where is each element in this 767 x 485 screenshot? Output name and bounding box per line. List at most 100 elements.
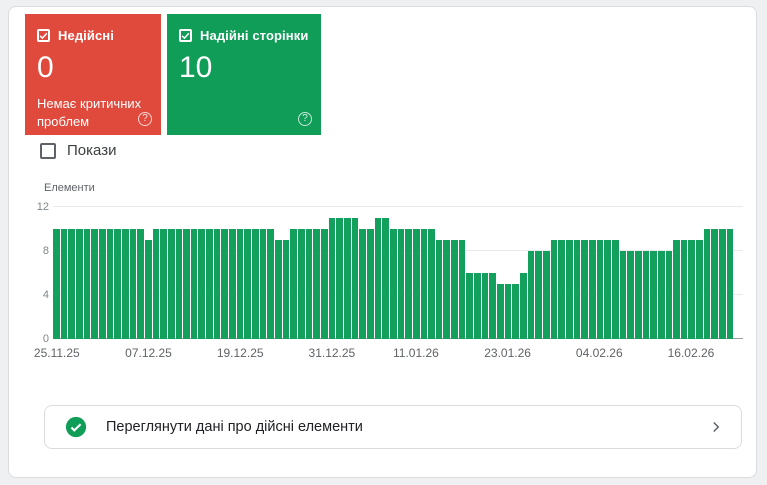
invalid-checkbox-checked-icon[interactable] (37, 29, 50, 42)
chart-bar[interactable] (474, 273, 481, 339)
chart-bar[interactable] (68, 229, 75, 339)
chart-bar[interactable] (581, 240, 588, 339)
chart-bar[interactable] (466, 273, 474, 339)
chart-bar[interactable] (144, 240, 152, 339)
chart-bar[interactable] (642, 251, 650, 339)
chart-bar[interactable] (481, 273, 489, 339)
chart-bar[interactable] (152, 229, 160, 339)
chart-bar[interactable] (703, 229, 711, 339)
chart-bar[interactable] (221, 229, 229, 339)
chart-bar[interactable] (53, 229, 60, 339)
chart-bar[interactable] (366, 229, 374, 339)
chart-bar[interactable] (726, 229, 734, 339)
chart-bar[interactable] (167, 229, 175, 339)
chart-bar[interactable] (520, 273, 527, 339)
chart-bar[interactable] (504, 284, 512, 339)
chart-x-axis: 25.11.25 07.12.25 19.12.25 31.12.25 11.01.26… (34, 346, 733, 360)
gridline (53, 206, 743, 207)
chart-bar[interactable] (550, 240, 558, 339)
chart-bar[interactable] (336, 218, 343, 339)
chart-bar[interactable] (696, 240, 703, 339)
chart-bar[interactable] (121, 229, 129, 339)
chart-bar[interactable] (619, 251, 627, 339)
chart-bar[interactable] (604, 240, 611, 339)
chart-bar[interactable] (382, 218, 389, 339)
chart-bar[interactable] (451, 240, 458, 339)
chart-bar[interactable] (565, 240, 573, 339)
chart-bar[interactable] (305, 229, 313, 339)
chart-bar[interactable] (83, 229, 91, 339)
chart-bar[interactable] (558, 240, 565, 339)
chart-bar[interactable] (267, 229, 275, 339)
chart-bar[interactable] (489, 273, 497, 339)
valid-card[interactable]: Надійні сторінки 10 ? (167, 14, 321, 135)
chart-bar[interactable] (573, 240, 581, 339)
chart-bar[interactable] (282, 240, 290, 339)
chart-bar[interactable] (328, 218, 336, 339)
chart-bar[interactable] (443, 240, 451, 339)
chart-bar[interactable] (320, 229, 328, 339)
chart-bar[interactable] (106, 229, 114, 339)
chart-bar[interactable] (114, 229, 121, 339)
chart-bar[interactable] (673, 240, 680, 339)
chart-bar[interactable] (435, 240, 443, 339)
chart-bar[interactable] (275, 240, 282, 339)
chart-bar[interactable] (137, 229, 144, 339)
view-valid-items-row[interactable]: Переглянути дані про дійсні елементи (44, 405, 742, 449)
help-icon[interactable]: ? (138, 112, 152, 126)
chart-bar[interactable] (313, 229, 320, 339)
chart-bar[interactable] (160, 229, 167, 339)
chart-bar[interactable] (98, 229, 106, 339)
chart-bar[interactable] (458, 240, 466, 339)
chart-bar[interactable] (60, 229, 68, 339)
chart-bar[interactable] (190, 229, 198, 339)
chart-bar[interactable] (236, 229, 244, 339)
chart-bar[interactable] (389, 229, 397, 339)
chart-bar[interactable] (497, 284, 504, 339)
chart-bar[interactable] (719, 229, 726, 339)
chart-bar[interactable] (374, 218, 382, 339)
chart-bar[interactable] (343, 218, 351, 339)
chart-bar[interactable] (412, 229, 420, 339)
help-icon[interactable]: ? (298, 112, 312, 126)
invalid-card[interactable]: Недійсні 0 Немає критичних проблем ? (25, 14, 161, 135)
chart-bar[interactable] (512, 284, 520, 339)
chart-bar[interactable] (543, 251, 550, 339)
chart-bar[interactable] (428, 229, 435, 339)
chart-bar[interactable] (183, 229, 190, 339)
chart-bar[interactable] (665, 251, 673, 339)
chart-bar[interactable] (688, 240, 696, 339)
chart-bar[interactable] (351, 218, 359, 339)
chart-bar[interactable] (527, 251, 535, 339)
chart-bar[interactable] (596, 240, 604, 339)
chart-bar[interactable] (175, 229, 183, 339)
chart-bar[interactable] (252, 229, 259, 339)
chart-bar[interactable] (420, 229, 428, 339)
chart-bar[interactable] (206, 229, 213, 339)
chart-bar[interactable] (634, 251, 642, 339)
impressions-checkbox[interactable] (40, 142, 56, 159)
chart-bar[interactable] (535, 251, 542, 339)
chart-bar[interactable] (298, 229, 305, 339)
chart-bar[interactable] (657, 251, 665, 339)
chart-bar[interactable] (627, 251, 634, 339)
chart-bar[interactable] (650, 251, 657, 339)
chart-bar[interactable] (259, 229, 267, 339)
valid-checkbox-checked-icon[interactable] (179, 29, 192, 42)
chart-bar[interactable] (588, 240, 596, 339)
chart-bar[interactable] (680, 240, 688, 339)
chart-bar[interactable] (244, 229, 252, 339)
chart-bar[interactable] (229, 229, 236, 339)
chart-bar[interactable] (397, 229, 405, 339)
chart-bar[interactable] (405, 229, 412, 339)
chart-bar[interactable] (213, 229, 221, 339)
chart-bar[interactable] (611, 240, 619, 339)
chart-bar[interactable] (359, 229, 366, 339)
chart-bar[interactable] (290, 229, 297, 339)
chart-bar[interactable] (711, 229, 719, 339)
chart-bar[interactable] (91, 229, 98, 339)
x-axis-tick-label: 04.02.26 (575, 346, 623, 360)
chart-bar[interactable] (198, 229, 206, 339)
chart-bar[interactable] (75, 229, 83, 339)
chart-bar[interactable] (129, 229, 137, 339)
